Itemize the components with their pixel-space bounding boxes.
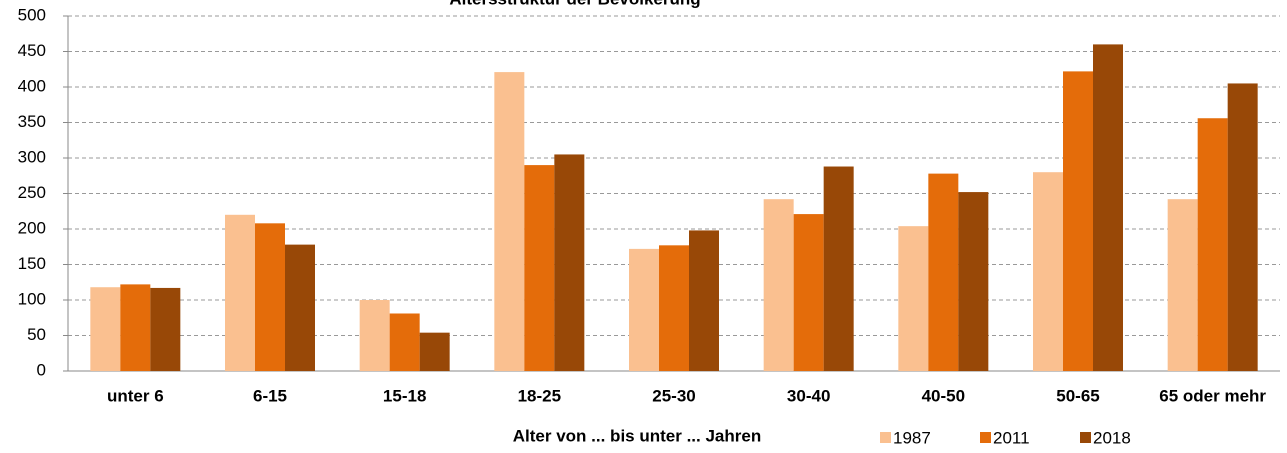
bar (928, 173, 959, 371)
bar (898, 226, 929, 371)
bar (494, 72, 525, 371)
bar (225, 214, 255, 371)
legend-label: 2018 (1093, 428, 1131, 447)
bar (554, 154, 585, 371)
y-tick-label: 350 (18, 112, 46, 131)
x-tick-label: 25-30 (652, 386, 695, 405)
legend-swatch (980, 432, 991, 443)
bar (419, 332, 450, 371)
x-tick-label: 6-15 (253, 386, 287, 405)
y-tick-label: 0 (37, 360, 46, 379)
x-tick-label: 50-65 (1056, 386, 1099, 405)
x-tick-label: 18-25 (518, 386, 561, 405)
bar (120, 284, 151, 371)
legend-swatch (1080, 432, 1091, 443)
legend-label: 1987 (893, 428, 931, 447)
y-tick-label: 500 (18, 5, 46, 24)
y-tick-label: 50 (27, 325, 46, 344)
y-tick-label: 250 (18, 183, 46, 202)
bar (255, 223, 285, 371)
bar (90, 287, 121, 371)
bar (359, 300, 390, 371)
bar (1197, 118, 1228, 372)
y-tick-label: 200 (18, 218, 46, 237)
bar (150, 287, 181, 371)
bar (629, 248, 659, 371)
x-tick-label: 40-50 (922, 386, 965, 405)
chart-title: Altersstruktur der Bevölkerung (449, 0, 700, 8)
bar (823, 166, 854, 371)
bar (1227, 83, 1258, 371)
bar (1093, 44, 1123, 372)
legend-label: 2011 (993, 428, 1030, 447)
bar (958, 192, 989, 371)
bar (659, 245, 689, 371)
y-tick-label: 150 (18, 254, 46, 273)
bar (689, 230, 719, 371)
bar (524, 165, 555, 371)
x-axis-label: Alter von ... bis unter ... Jahren (513, 426, 761, 445)
bar (285, 244, 315, 371)
legend-swatch (880, 432, 891, 443)
y-tick-label: 400 (18, 76, 46, 95)
bar (1167, 199, 1198, 371)
y-tick-label: 300 (18, 147, 46, 166)
x-tick-label: unter 6 (107, 386, 164, 405)
y-tick-label: 100 (18, 289, 46, 308)
bar (793, 214, 824, 371)
bar (1063, 71, 1093, 371)
x-tick-label: 15-18 (383, 386, 426, 405)
y-tick-label: 450 (18, 41, 46, 60)
bar (763, 199, 794, 371)
x-tick-label: 30-40 (787, 386, 830, 405)
bar (389, 313, 420, 371)
x-tick-label: 65 oder mehr (1159, 386, 1266, 405)
bar (1033, 172, 1063, 371)
